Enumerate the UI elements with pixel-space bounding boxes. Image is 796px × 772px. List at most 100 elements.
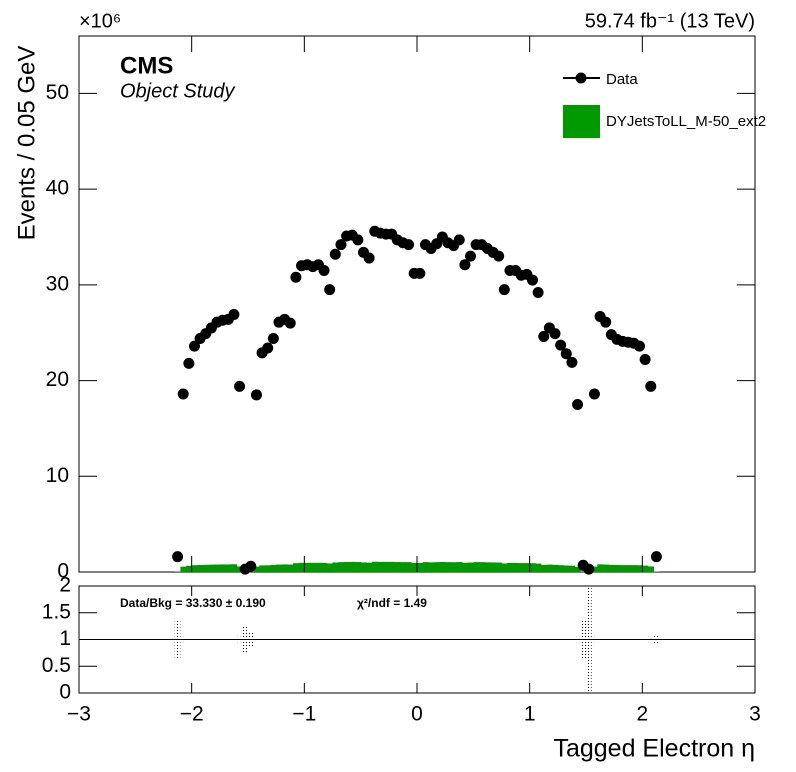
data-point	[414, 267, 426, 279]
mc-bar	[495, 562, 502, 572]
mc-bar	[557, 565, 564, 572]
data-point	[583, 563, 595, 575]
mc-bar	[574, 566, 581, 572]
data-point	[639, 354, 651, 366]
mc-bar	[552, 564, 559, 572]
data-point	[403, 239, 415, 251]
y-tick-label: 1	[59, 627, 71, 650]
mc-bar	[253, 566, 260, 572]
mc-bar	[636, 565, 643, 572]
mc-bar	[462, 562, 469, 572]
lumi-label: 59.74 fb⁻¹ (13 TeV)	[585, 10, 755, 32]
mc-bar	[631, 565, 638, 572]
data-point	[177, 388, 189, 400]
legend-marker	[575, 72, 587, 84]
data-point	[493, 250, 505, 262]
y-tick-label: 50	[46, 81, 69, 104]
data-point	[549, 328, 561, 340]
mc-bar	[394, 562, 401, 572]
mc-bar	[524, 563, 531, 572]
mc-bar	[214, 564, 221, 572]
mc-bar	[529, 563, 536, 572]
data-point	[560, 348, 572, 360]
mc-bar	[388, 561, 395, 572]
mc-bar	[642, 565, 649, 572]
mc-bar	[355, 562, 362, 572]
mc-bar	[186, 565, 193, 572]
mc-bar	[259, 565, 266, 572]
mc-bar	[225, 564, 232, 572]
data-point	[245, 560, 257, 572]
data-point	[228, 309, 240, 321]
data-point	[566, 356, 578, 368]
mc-bar	[180, 566, 187, 572]
data-point	[526, 274, 538, 286]
mc-bar	[202, 564, 209, 572]
x-tick-label: −2	[180, 703, 204, 726]
x-tick-label: −1	[292, 703, 316, 726]
mc-bar	[428, 562, 435, 572]
mc-bar	[608, 564, 615, 572]
x-tick-label: 2	[636, 703, 648, 726]
mc-bar	[563, 565, 570, 572]
mc-bar	[264, 565, 271, 572]
mc-bar	[417, 563, 424, 572]
data-point	[188, 340, 200, 352]
y-tick-label: 0	[59, 681, 71, 704]
mc-bar	[625, 565, 632, 572]
mc-bar	[231, 564, 238, 572]
data-point	[290, 271, 302, 283]
y-tick-label: 40	[46, 177, 69, 200]
mc-bar	[569, 565, 576, 572]
mc-bar	[298, 562, 305, 572]
mc-bar	[191, 565, 198, 572]
y-tick-label: 20	[46, 368, 69, 391]
y-tick-label: 30	[46, 272, 69, 295]
x-tick-label: 3	[749, 703, 761, 726]
data-point	[453, 234, 465, 246]
mc-bar	[197, 565, 204, 572]
mc-bar	[546, 564, 553, 572]
mc-bar	[518, 563, 525, 572]
experiment-label: CMS	[120, 52, 173, 79]
subtitle: Object Study	[120, 80, 236, 102]
mc-bar	[619, 565, 626, 572]
mc-bar	[360, 562, 367, 572]
mc-bar	[512, 562, 519, 572]
mc-bar	[591, 566, 598, 572]
y-tick-label: 0.5	[42, 654, 71, 677]
data-point	[600, 316, 612, 328]
mc-bar	[332, 562, 339, 572]
mc-bar	[309, 562, 316, 572]
mc-bar	[405, 562, 412, 572]
ratio-annotation: Data/Bkg = 33.330 ± 0.190	[120, 596, 266, 610]
x-tick-label: 1	[524, 703, 536, 726]
data-point	[335, 239, 347, 251]
data-point	[555, 339, 567, 351]
mc-bar	[602, 564, 609, 572]
mc-bar	[349, 561, 356, 572]
data-point	[634, 340, 646, 352]
mc-bar	[270, 565, 277, 572]
x-tick-label: −3	[67, 703, 91, 726]
mc-bar	[400, 562, 407, 572]
mc-bar	[597, 564, 604, 572]
data-point	[645, 380, 657, 392]
data-point	[267, 332, 279, 344]
data-point	[588, 388, 600, 400]
mc-bar	[484, 562, 491, 572]
y-multiplier: ×10⁶	[79, 10, 121, 32]
mc-bar	[456, 562, 463, 572]
data-point	[262, 342, 274, 354]
mc-bar	[338, 562, 345, 572]
mc-bar	[433, 562, 440, 572]
y-axis-title: Events / 0.05 GeV	[13, 46, 40, 241]
mc-bar	[535, 563, 542, 572]
mc-bar	[411, 563, 418, 572]
data-point	[465, 250, 477, 262]
mc-bar	[501, 563, 508, 572]
mc-bar	[478, 562, 485, 572]
mc-bar	[445, 562, 452, 572]
